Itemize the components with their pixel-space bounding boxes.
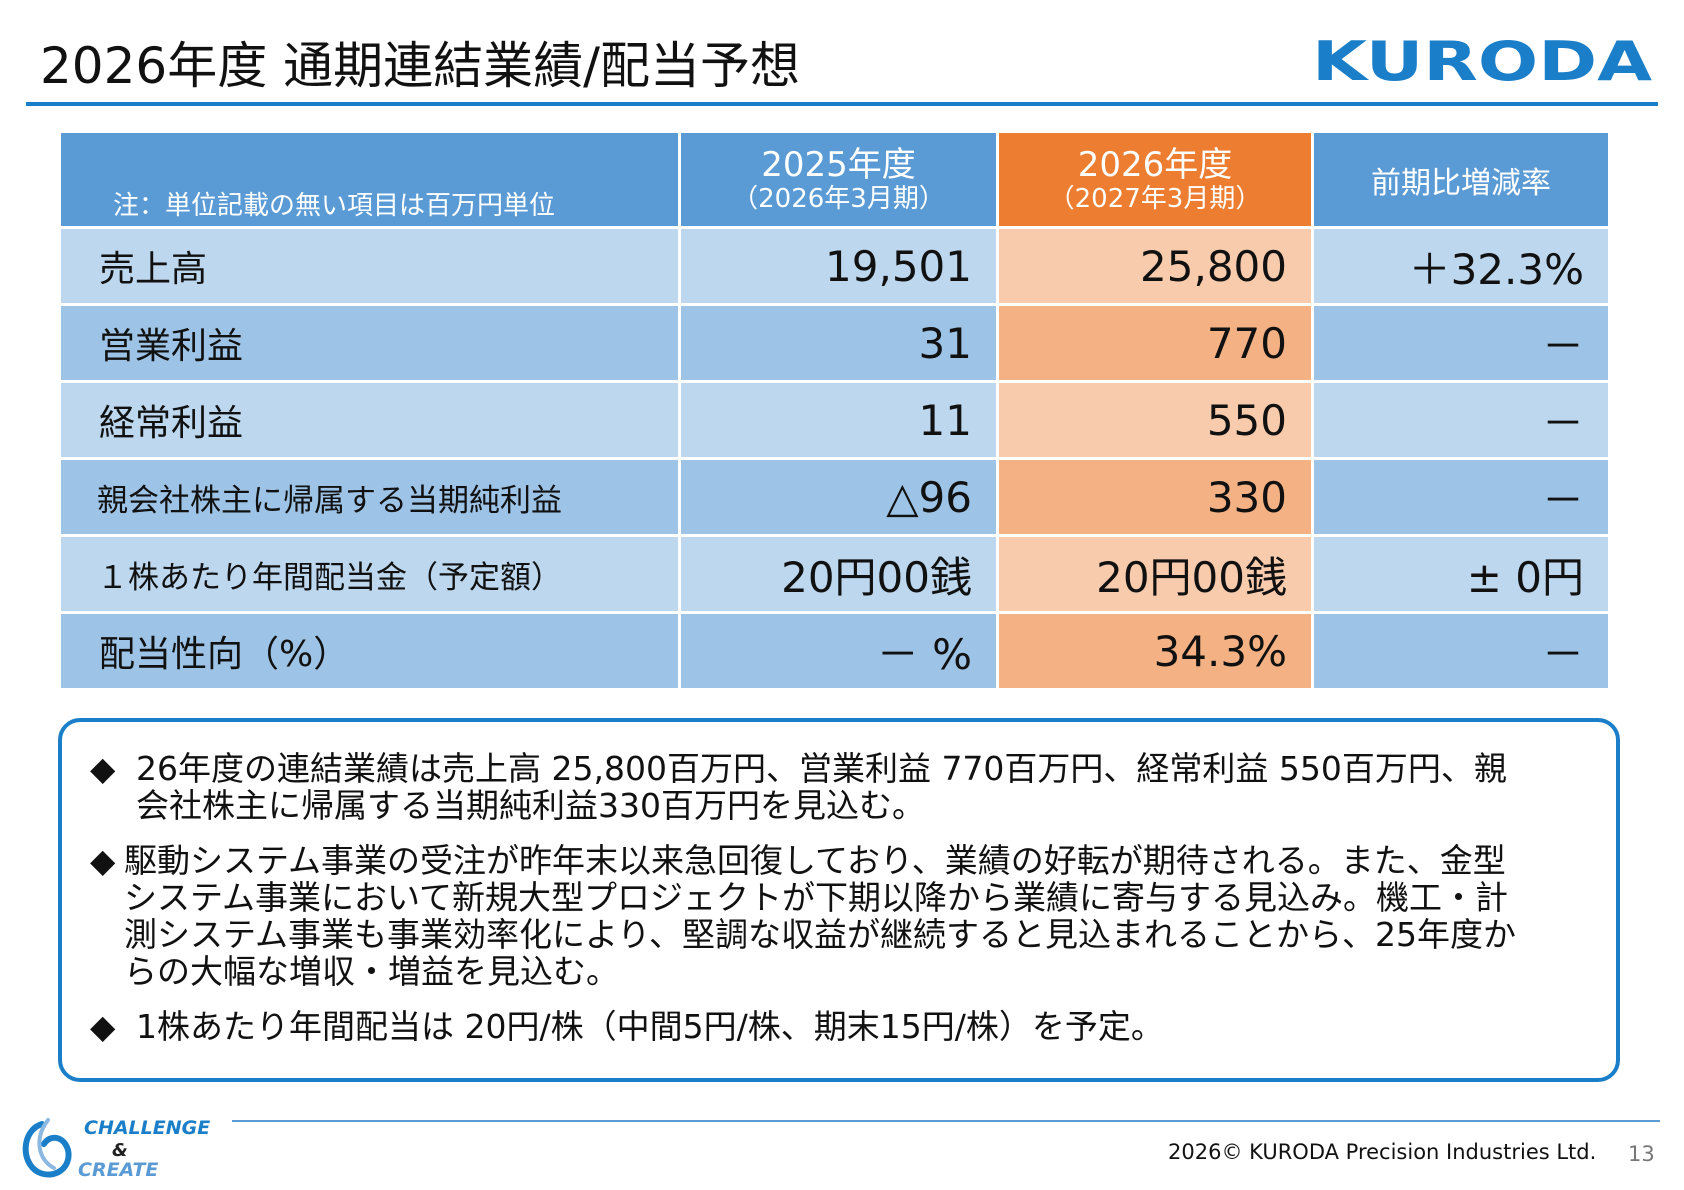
cell-rate: － — [1314, 306, 1608, 380]
table-row: 経常利益 11 550 － — [61, 383, 1608, 457]
note-item: ◆ 26年度の連結業績は売上高 25,800百万円、営業利益 770百万円、経常… — [90, 750, 1507, 824]
cell-fy2026: 770 — [999, 306, 1311, 380]
logo-challenge-text: CHALLENGE — [84, 1117, 210, 1139]
header-fy2026: 2026年度 （2027年3月期） — [999, 133, 1311, 226]
note-line: 駆動システム事業の受注が昨年末以来急回復しており、業績の好転が期待される。また、… — [124, 841, 1506, 880]
note-line: 会社株主に帰属する当期純利益330百万円を見込む。 — [136, 786, 925, 825]
cell-fy2026: 20円00銭 — [999, 537, 1311, 611]
table-row: 配当性向（%） － % 34.3% － — [61, 614, 1608, 688]
cell-fy2026: 25,800 — [999, 229, 1311, 303]
header-fy2026-year: 2026年度 — [1077, 144, 1233, 185]
note-line: 1株あたり年間配当は 20円/株（中間5円/株、期末15円/株）を予定。 — [136, 1007, 1164, 1046]
header-yoy-rate: 前期比増減率 — [1314, 133, 1608, 226]
swirl-icon — [22, 1121, 72, 1178]
cell-rate: － — [1314, 383, 1608, 457]
cell-rate: ± 0円 — [1314, 537, 1608, 611]
cell-fy2025: 31 — [681, 306, 996, 380]
note-line: らの大幅な増収・増益を見込む。 — [124, 952, 619, 991]
row-label: 配当性向（%） — [61, 614, 678, 688]
copyright-text: 2026© KURODA Precision Industries Ltd. — [1168, 1140, 1597, 1164]
cell-fy2025: 20円00銭 — [681, 537, 996, 611]
row-label: 営業利益 — [61, 306, 678, 380]
cell-fy2025: △96 — [681, 460, 996, 534]
diamond-bullet-icon: ◆ — [90, 749, 116, 788]
diamond-bullet-icon: ◆ — [90, 1007, 116, 1046]
header-fy2025: 2025年度 （2026年3月期） — [681, 133, 996, 226]
row-label: 経常利益 — [61, 383, 678, 457]
cell-fy2025: 11 — [681, 383, 996, 457]
note-line: 測システム事業も事業効率化により、堅調な収益が継続すると見込まれることから、25… — [124, 915, 1517, 954]
summary-notes-box: ◆ 26年度の連結業績は売上高 25,800百万円、営業利益 770百万円、経常… — [58, 718, 1620, 1082]
cell-rate: － — [1314, 614, 1608, 688]
cell-fy2025: 19,501 — [681, 229, 996, 303]
title-divider — [26, 102, 1658, 106]
row-label: １株あたり年間配当金（予定額） — [61, 537, 678, 611]
note-line: システム事業において新規大型プロジェクトが下期以降から業績に寄与する見込み。機工… — [124, 878, 1509, 917]
page-number: 13 — [1628, 1142, 1655, 1166]
cell-fy2025: － % — [681, 614, 996, 688]
note-item: ◆ 1株あたり年間配当は 20円/株（中間5円/株、期末15円/株）を予定。 — [90, 1008, 1164, 1045]
cell-fy2026: 34.3% — [999, 614, 1311, 688]
header-fy2026-period: （2027年3月期） — [1048, 183, 1262, 214]
table-row: 売上高 19,501 25,800 ＋32.3% — [61, 229, 1608, 303]
logo-amp-text: & — [112, 1140, 128, 1161]
note-line: 26年度の連結業績は売上高 25,800百万円、営業利益 770百万円、経常利益… — [136, 749, 1507, 788]
note-item: ◆ 駆動システム事業の受注が昨年末以来急回復しており、業績の好転が期待される。ま… — [90, 842, 1516, 990]
footer-divider — [232, 1120, 1660, 1122]
page-title: 2026年度 通期連結業績/配当予想 — [40, 37, 800, 95]
diamond-bullet-icon: ◆ — [90, 841, 116, 880]
kuroda-logo-text: KURODA — [1312, 32, 1652, 92]
unit-note: 注：単位記載の無い項目は百万円単位 — [61, 133, 678, 226]
cell-fy2026: 330 — [999, 460, 1311, 534]
results-table: 注：単位記載の無い項目は百万円単位 2025年度 （2026年3月期） 2026… — [58, 130, 1611, 691]
table-row: １株あたり年間配当金（予定額） 20円00銭 20円00銭 ± 0円 — [61, 537, 1608, 611]
header-fy2025-period: （2026年3月期） — [732, 183, 945, 214]
cell-fy2026: 550 — [999, 383, 1311, 457]
table-row: 営業利益 31 770 － — [61, 306, 1608, 380]
header-fy2025-year: 2025年度 — [761, 144, 916, 185]
cell-rate: ＋32.3% — [1314, 229, 1608, 303]
cell-rate: － — [1314, 460, 1608, 534]
logo-create-text: CREATE — [78, 1159, 158, 1181]
table-header-row: 注：単位記載の無い項目は百万円単位 2025年度 （2026年3月期） 2026… — [61, 133, 1608, 226]
challenge-create-logo: CHALLENGE & CREATE — [22, 1117, 210, 1181]
row-label: 親会社株主に帰属する当期純利益 — [61, 460, 678, 534]
kuroda-logo: KURODA — [1312, 32, 1652, 92]
table-row: 親会社株主に帰属する当期純利益 △96 330 － — [61, 460, 1608, 534]
row-label: 売上高 — [61, 229, 678, 303]
